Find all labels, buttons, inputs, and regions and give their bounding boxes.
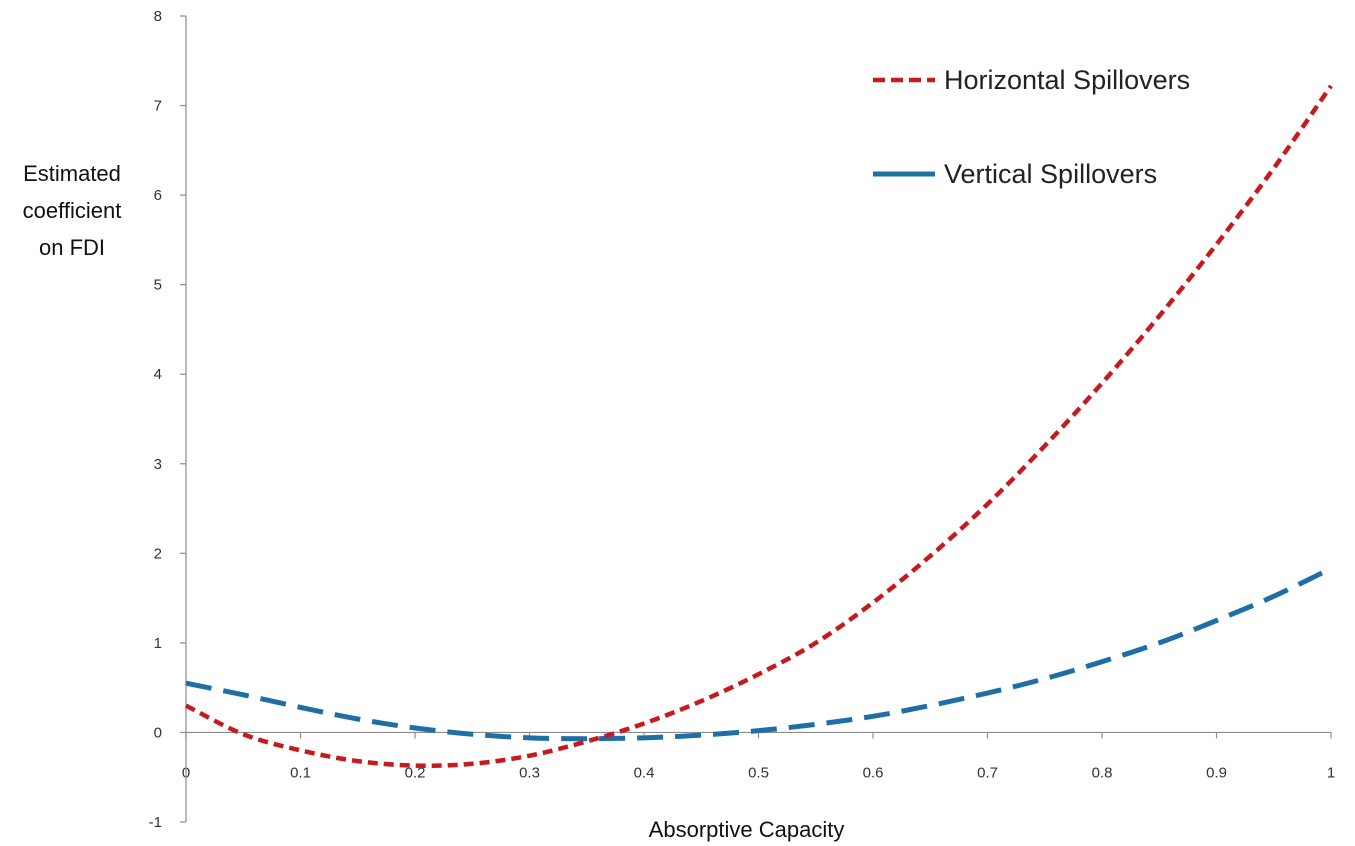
x-tick-label: 1 bbox=[1327, 764, 1335, 781]
y-tick-label: 3 bbox=[154, 456, 162, 473]
x-axis-ticks: 00.10.20.30.40.50.60.70.80.91 bbox=[182, 732, 1335, 781]
x-tick-label: 0.4 bbox=[634, 764, 655, 781]
y-tick-label: 1 bbox=[154, 635, 162, 652]
x-tick-label: 0.5 bbox=[748, 764, 769, 781]
horizontal-spillovers-line bbox=[184, 84, 1333, 768]
vertical-spillovers-legend-label: Vertical Spillovers bbox=[944, 159, 1157, 189]
y-tick-label: 7 bbox=[154, 98, 162, 115]
x-tick-label: 0.2 bbox=[405, 764, 426, 781]
x-axis-title: Absorptive Capacity bbox=[649, 817, 845, 842]
y-axis-title-line: on FDI bbox=[39, 235, 105, 260]
y-axis-title: Estimated coefficient on FDI bbox=[23, 161, 122, 260]
legend: Horizontal Spillovers Vertical Spillovers bbox=[873, 65, 1190, 189]
vertical-spillovers-line bbox=[185, 566, 1333, 742]
x-tick-label: 0.8 bbox=[1092, 764, 1113, 781]
x-tick-label: 0.7 bbox=[977, 764, 998, 781]
y-tick-label: 0 bbox=[154, 724, 162, 741]
y-tick-label: 6 bbox=[154, 187, 162, 204]
x-tick-label: 0.1 bbox=[290, 764, 311, 781]
horizontal-spillovers-legend-label: Horizontal Spillovers bbox=[944, 65, 1190, 95]
y-axis-ticks: -1 0 1 2 3 4 5 6 7 8 bbox=[149, 8, 186, 831]
x-tick-label: 0.6 bbox=[863, 764, 884, 781]
series-layer bbox=[184, 84, 1333, 768]
y-axis-title-line: Estimated bbox=[23, 161, 121, 186]
y-tick-label: -1 bbox=[149, 814, 162, 831]
y-tick-label: 2 bbox=[154, 545, 162, 562]
x-tick-label: 0.3 bbox=[519, 764, 540, 781]
x-tick-label: 0.9 bbox=[1206, 764, 1227, 781]
y-axis-title-line: coefficient bbox=[23, 198, 122, 223]
y-tick-label: 4 bbox=[154, 366, 162, 383]
y-tick-label: 8 bbox=[154, 8, 162, 25]
y-tick-label: 5 bbox=[154, 277, 162, 294]
